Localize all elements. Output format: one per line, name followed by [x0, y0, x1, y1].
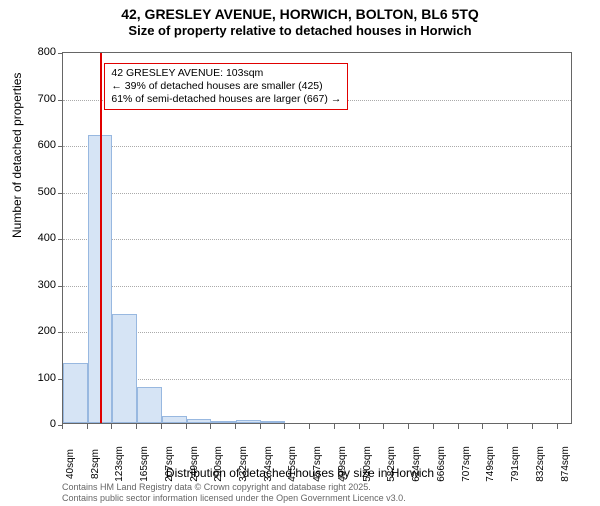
x-tick-mark: [408, 424, 409, 429]
chart-title-line2: Size of property relative to detached ho…: [0, 23, 600, 38]
histogram-bar: [261, 421, 285, 423]
y-tick-mark: [58, 100, 63, 101]
y-tick-mark: [58, 286, 63, 287]
y-tick-label: 400: [16, 232, 56, 244]
y-tick-label: 200: [16, 325, 56, 337]
x-tick-label: 874sqm: [560, 446, 571, 482]
x-tick-mark: [186, 424, 187, 429]
y-tick-mark: [58, 193, 63, 194]
x-tick-mark: [309, 424, 310, 429]
gridline: [63, 193, 571, 194]
y-tick-label: 300: [16, 279, 56, 291]
histogram-bar: [162, 416, 187, 423]
x-tick-label: 415sqm: [287, 446, 298, 482]
histogram-bar: [187, 419, 211, 423]
histogram-bar: [137, 387, 162, 423]
x-tick-mark: [210, 424, 211, 429]
x-tick-mark: [62, 424, 63, 429]
x-tick-label: 499sqm: [337, 446, 348, 482]
y-tick-mark: [58, 146, 63, 147]
x-tick-mark: [284, 424, 285, 429]
histogram-bar: [211, 421, 236, 423]
x-tick-label: 374sqm: [263, 446, 274, 482]
x-tick-mark: [383, 424, 384, 429]
x-tick-label: 165sqm: [139, 446, 150, 482]
x-tick-label: 123sqm: [114, 446, 125, 482]
histogram-bar: [112, 314, 137, 423]
x-tick-label: 666sqm: [436, 446, 447, 482]
x-tick-mark: [433, 424, 434, 429]
y-tick-mark: [58, 53, 63, 54]
footer-attribution: Contains HM Land Registry data © Crown c…: [62, 482, 406, 504]
x-tick-label: 207sqm: [164, 446, 175, 482]
x-tick-label: 624sqm: [411, 446, 422, 482]
x-tick-label: 82sqm: [90, 449, 101, 479]
histogram-bar: [63, 363, 88, 423]
x-tick-label: 791sqm: [510, 446, 521, 482]
y-tick-label: 100: [16, 372, 56, 384]
x-tick-label: 40sqm: [65, 449, 76, 479]
footer-line2: Contains public sector information licen…: [62, 493, 406, 504]
y-tick-mark: [58, 239, 63, 240]
gridline: [63, 332, 571, 333]
gridline: [63, 239, 571, 240]
x-tick-label: 707sqm: [461, 446, 472, 482]
x-tick-label: 582sqm: [386, 446, 397, 482]
x-tick-mark: [260, 424, 261, 429]
x-tick-mark: [532, 424, 533, 429]
x-tick-label: 749sqm: [485, 446, 496, 482]
x-tick-label: 457sqm: [312, 446, 323, 482]
chart-title-line1: 42, GRESLEY AVENUE, HORWICH, BOLTON, BL6…: [0, 6, 600, 22]
annotation-box: 42 GRESLEY AVENUE: 103sqm← 39% of detach…: [104, 63, 348, 110]
x-tick-label: 332sqm: [238, 446, 249, 482]
x-tick-label: 249sqm: [189, 446, 200, 482]
x-tick-mark: [111, 424, 112, 429]
gridline: [63, 146, 571, 147]
footer-line1: Contains HM Land Registry data © Crown c…: [62, 482, 406, 493]
annotation-line3: 61% of semi-detached houses are larger (…: [111, 93, 341, 106]
reference-line: [100, 53, 102, 423]
x-tick-mark: [87, 424, 88, 429]
x-tick-mark: [557, 424, 558, 429]
y-tick-mark: [58, 332, 63, 333]
x-tick-label: 832sqm: [535, 446, 546, 482]
x-tick-mark: [136, 424, 137, 429]
y-tick-label: 500: [16, 186, 56, 198]
y-tick-label: 800: [16, 46, 56, 58]
chart-plot-area: 42 GRESLEY AVENUE: 103sqm← 39% of detach…: [62, 52, 572, 424]
x-tick-mark: [334, 424, 335, 429]
x-tick-mark: [507, 424, 508, 429]
x-tick-mark: [235, 424, 236, 429]
x-tick-mark: [161, 424, 162, 429]
gridline: [63, 379, 571, 380]
gridline: [63, 286, 571, 287]
y-tick-label: 700: [16, 93, 56, 105]
annotation-line2: ← 39% of detached houses are smaller (42…: [111, 80, 341, 93]
x-tick-label: 540sqm: [362, 446, 373, 482]
x-tick-label: 290sqm: [213, 446, 224, 482]
y-tick-label: 600: [16, 139, 56, 151]
histogram-bar: [236, 420, 261, 423]
x-tick-mark: [458, 424, 459, 429]
y-tick-label: 0: [16, 418, 56, 430]
annotation-line1: 42 GRESLEY AVENUE: 103sqm: [111, 67, 341, 80]
x-tick-mark: [359, 424, 360, 429]
x-tick-mark: [482, 424, 483, 429]
